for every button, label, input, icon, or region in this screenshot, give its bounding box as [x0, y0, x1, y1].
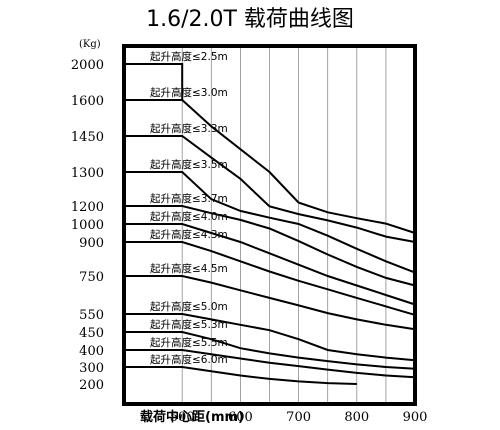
load-curve	[124, 313, 416, 362]
load-curve	[124, 99, 416, 234]
y-tick-label: 550	[79, 308, 104, 323]
x-tick-label: 800	[344, 410, 369, 425]
load-curve	[124, 331, 416, 370]
x-tick-labels: 500 600 700 800 900	[170, 410, 428, 425]
load-curve	[124, 366, 357, 385]
y-tick-labels: 2000 1600 1450 1300 1200 1000 900 750 550 450 400 3…	[71, 58, 104, 393]
curve-label: 起升高度≤3.5m	[150, 158, 228, 171]
y-unit-label: (Kg)	[79, 39, 101, 50]
y-tick-label: 2000	[71, 58, 104, 73]
curve-label: 起升高度≤3.7m	[150, 192, 228, 205]
load-curve	[124, 135, 416, 243]
load-curve	[124, 275, 416, 331]
x-tick-label: 900	[403, 410, 428, 425]
y-tick-label: 1200	[71, 200, 104, 215]
y-tick-label: 1000	[71, 218, 104, 233]
y-tick-label: 450	[79, 326, 104, 341]
y-tick-label: 1300	[71, 166, 104, 181]
load-curve	[124, 171, 416, 274]
load-curve	[124, 241, 416, 316]
curve-label: 起升高度≤2.5m	[150, 50, 228, 63]
load-curves	[124, 63, 416, 385]
y-tick-label: 750	[79, 270, 104, 285]
y-tick-label: 1600	[71, 94, 104, 109]
curve-label: 起升高度≤4.5m	[150, 262, 228, 275]
y-tick-label: 300	[79, 361, 104, 376]
y-tick-label: 400	[79, 344, 104, 359]
curve-label: 起升高度≤5.3m	[150, 318, 228, 331]
x-tick-label: 600	[228, 410, 253, 425]
x-axis-label: 载荷中心距(mm)	[140, 409, 244, 425]
load-curve	[124, 205, 416, 287]
curve-label: 起升高度≤4.0m	[150, 210, 228, 223]
curve-label: 起升高度≤5.0m	[150, 300, 228, 313]
x-tick-label: 700	[286, 410, 311, 425]
curve-label: 起升高度≤3.0m	[150, 86, 228, 99]
curve-label: 起升高度≤3.3m	[150, 122, 228, 135]
curve-label: 起升高度≤5.5m	[150, 336, 228, 349]
curve-label: 起升高度≤6.0m	[150, 353, 228, 366]
load-curve	[124, 223, 416, 306]
curve-label: 起升高度≤4.3m	[150, 228, 228, 241]
y-tick-label: 1450	[71, 130, 104, 145]
load-curve	[124, 349, 416, 379]
curve-labels: 起升高度≤2.5m 起升高度≤3.0m 起升高度≤3.3m 起升高度≤3.5m 起升高度…	[150, 50, 228, 366]
plot-frame	[122, 44, 417, 406]
chart-title: 1.6/2.0T 载荷曲线图	[146, 7, 354, 32]
load-curve	[124, 63, 184, 100]
x-tick-label: 500	[170, 410, 195, 425]
y-tick-label: 200	[79, 378, 104, 393]
y-tick-label: 900	[79, 236, 104, 251]
